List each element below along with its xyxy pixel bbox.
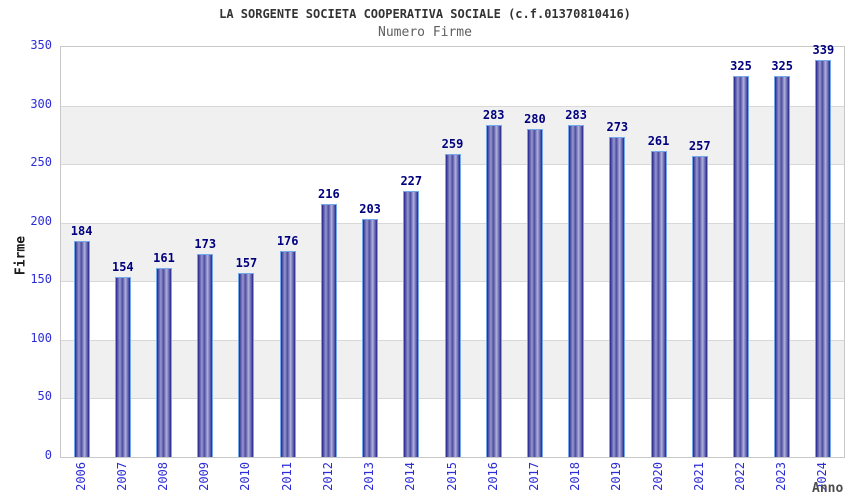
x-tick-2012: 2012 bbox=[320, 462, 335, 491]
x-tick-2008: 2008 bbox=[156, 462, 171, 491]
plot-area: 184 154 161 173 157 176 216 203 227 259 283 280 283 2… bbox=[60, 43, 845, 458]
bar-value-2009: 173 bbox=[194, 237, 217, 251]
bar-value-2007: 154 bbox=[111, 260, 134, 274]
bar-value-2020: 261 bbox=[647, 134, 670, 148]
x-tick-2019: 2019 bbox=[609, 462, 624, 491]
y-tick-350: 350 bbox=[30, 38, 52, 52]
y-tick-200: 200 bbox=[30, 213, 52, 228]
bar-value-2024: 339 bbox=[812, 43, 835, 57]
bar-2009 bbox=[197, 254, 214, 457]
x-tick-2010: 2010 bbox=[238, 462, 253, 491]
bar-value-2021: 257 bbox=[688, 139, 711, 153]
bar-2006 bbox=[73, 241, 90, 457]
bar-value-2011: 176 bbox=[276, 234, 299, 248]
x-tick-2009: 2009 bbox=[197, 462, 212, 491]
x-axis-title: Anno bbox=[812, 481, 844, 496]
x-tick-2018: 2018 bbox=[568, 462, 583, 491]
bar-value-2006: 184 bbox=[70, 224, 93, 238]
bar-2022 bbox=[732, 76, 749, 457]
x-tick-2023: 2023 bbox=[774, 462, 789, 491]
bar-value-2017: 280 bbox=[524, 112, 546, 126]
bar-2007 bbox=[114, 277, 131, 457]
bar-value-2023: 325 bbox=[771, 59, 794, 73]
x-tick-2016: 2016 bbox=[485, 462, 500, 491]
bar-2020 bbox=[650, 151, 667, 457]
bar-2019 bbox=[609, 137, 626, 457]
x-tick-2020: 2020 bbox=[650, 462, 665, 491]
bar-2010 bbox=[238, 273, 255, 457]
bar-2008 bbox=[156, 268, 173, 457]
x-tick-2006: 2006 bbox=[73, 462, 88, 491]
x-tick-2011: 2011 bbox=[279, 462, 294, 491]
y-tick-150: 150 bbox=[30, 272, 52, 287]
x-tick-2022: 2022 bbox=[732, 462, 747, 491]
y-tick-100: 100 bbox=[30, 330, 52, 345]
x-tick-2017: 2017 bbox=[526, 462, 541, 491]
x-tick-2015: 2015 bbox=[444, 462, 459, 491]
bar-value-2016: 283 bbox=[482, 108, 505, 122]
bar-value-2019: 273 bbox=[606, 120, 629, 134]
bar-value-2015: 259 bbox=[441, 137, 464, 151]
chart-title: LA SORGENTE SOCIETA COOPERATIVA SOCIALE … bbox=[219, 7, 631, 21]
bar-2012 bbox=[320, 204, 337, 457]
bar-2024 bbox=[815, 60, 832, 457]
chart-subtitle: Numero Firme bbox=[378, 25, 472, 40]
bar-value-2022: 325 bbox=[730, 59, 752, 73]
x-tick-2007: 2007 bbox=[114, 462, 129, 491]
y-tick-250: 250 bbox=[30, 155, 52, 170]
bar-value-2008: 161 bbox=[153, 251, 175, 265]
bar-value-2018: 283 bbox=[565, 108, 587, 122]
bar-2014 bbox=[403, 191, 420, 457]
y-tick-300: 300 bbox=[30, 96, 52, 111]
bar-value-2013: 203 bbox=[359, 202, 381, 216]
bar-value-2014: 227 bbox=[400, 174, 423, 188]
bar-2018 bbox=[568, 125, 585, 457]
bar-value-2012: 216 bbox=[318, 187, 340, 201]
bar-2015 bbox=[444, 154, 461, 457]
y-tick-50: 50 bbox=[37, 389, 52, 404]
x-tick-2013: 2013 bbox=[362, 462, 377, 491]
bar-2017 bbox=[526, 129, 543, 457]
bar-2021 bbox=[691, 156, 708, 457]
x-tick-2021: 2021 bbox=[691, 462, 706, 491]
bar-value-2010: 157 bbox=[235, 256, 258, 270]
x-tick-2014: 2014 bbox=[403, 462, 418, 491]
bar-2011 bbox=[279, 251, 296, 457]
bar-2023 bbox=[774, 76, 791, 457]
y-tick-0: 0 bbox=[44, 448, 52, 462]
bar-2016 bbox=[485, 125, 502, 457]
gridline-300 bbox=[61, 105, 844, 107]
bar-2013 bbox=[362, 219, 379, 457]
